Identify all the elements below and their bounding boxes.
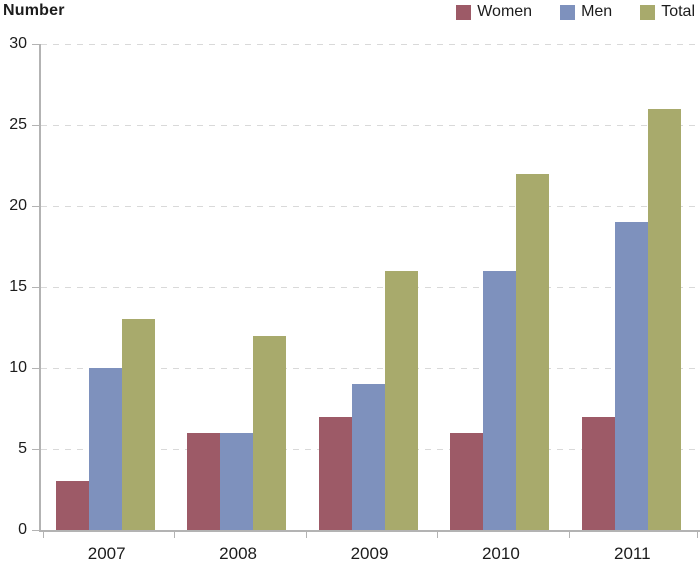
- bar-women-2011: [581, 416, 615, 530]
- legend-label-men: Men: [581, 3, 613, 20]
- bar-men-2009: [351, 384, 385, 530]
- bar-women-2010: [450, 432, 484, 530]
- x-tick-0: [43, 530, 44, 538]
- legend-item-men: Men: [560, 3, 612, 21]
- y-tick-20: [32, 205, 39, 207]
- bar-total-2008: [253, 335, 287, 530]
- x-tick-5: [697, 530, 698, 538]
- bar-women-2009: [318, 416, 352, 530]
- x-axis-label-2007: 2007: [87, 544, 126, 563]
- y-tick-30: [32, 43, 39, 45]
- bar-total-2007: [122, 319, 155, 530]
- y-axis-label-15: 15: [9, 278, 27, 295]
- x-tick-3: [437, 530, 439, 538]
- y-tick-25: [32, 124, 39, 126]
- bar-men-2007: [89, 368, 122, 530]
- legend: Women Men Total: [456, 3, 695, 21]
- x-axis-label-2009: 2009: [350, 544, 389, 563]
- bar-men-2010: [483, 270, 517, 530]
- gridline-20: [41, 205, 698, 207]
- legend-item-women: Women: [456, 3, 532, 21]
- legend-item-total: Total: [640, 3, 695, 21]
- y-axis-labels: 0 5 10 15 20 25 30: [0, 35, 36, 538]
- y-axis-label-0: 0: [18, 521, 27, 538]
- men-swatch-icon: [560, 4, 576, 20]
- legend-label-total: Total: [661, 3, 695, 20]
- x-axis-label-2008: 2008: [219, 544, 258, 563]
- y-tick-0: [32, 529, 39, 531]
- x-axis-line: [39, 530, 700, 532]
- y-axis-label-10: 10: [9, 359, 27, 376]
- bar-total-2009: [384, 270, 418, 530]
- bar-women-2008: [187, 432, 221, 530]
- x-tick-4: [568, 530, 570, 538]
- x-tick-2: [305, 530, 307, 538]
- y-axis-label-30: 30: [9, 35, 27, 52]
- bar-total-2010: [516, 173, 550, 530]
- gridline-25: [41, 124, 698, 126]
- y-axis-label-20: 20: [9, 197, 27, 214]
- gridline-30: [41, 43, 698, 45]
- bar-men-2011: [614, 222, 648, 530]
- y-axis-line: [39, 44, 41, 530]
- chart-title: Number: [3, 2, 65, 19]
- bar-total-2011: [647, 108, 681, 530]
- y-tick-15: [32, 286, 39, 288]
- bar-men-2008: [220, 432, 254, 530]
- bar-women-2007: [56, 481, 89, 530]
- y-axis-label-5: 5: [18, 440, 27, 457]
- plot-area: 2007 2008 2009 2010 2011: [32, 43, 700, 563]
- x-tick-1: [174, 530, 176, 538]
- x-axis-label-2011: 2011: [614, 544, 651, 563]
- gridline-15: [41, 286, 698, 288]
- y-tick-5: [32, 448, 39, 450]
- y-tick-10: [32, 367, 39, 369]
- y-axis-label-25: 25: [9, 116, 27, 133]
- total-swatch-icon: [640, 4, 656, 20]
- x-axis-label-2010: 2010: [481, 544, 520, 563]
- legend-label-women: Women: [477, 3, 533, 20]
- women-swatch-icon: [456, 4, 472, 20]
- gridline-10: [41, 367, 698, 369]
